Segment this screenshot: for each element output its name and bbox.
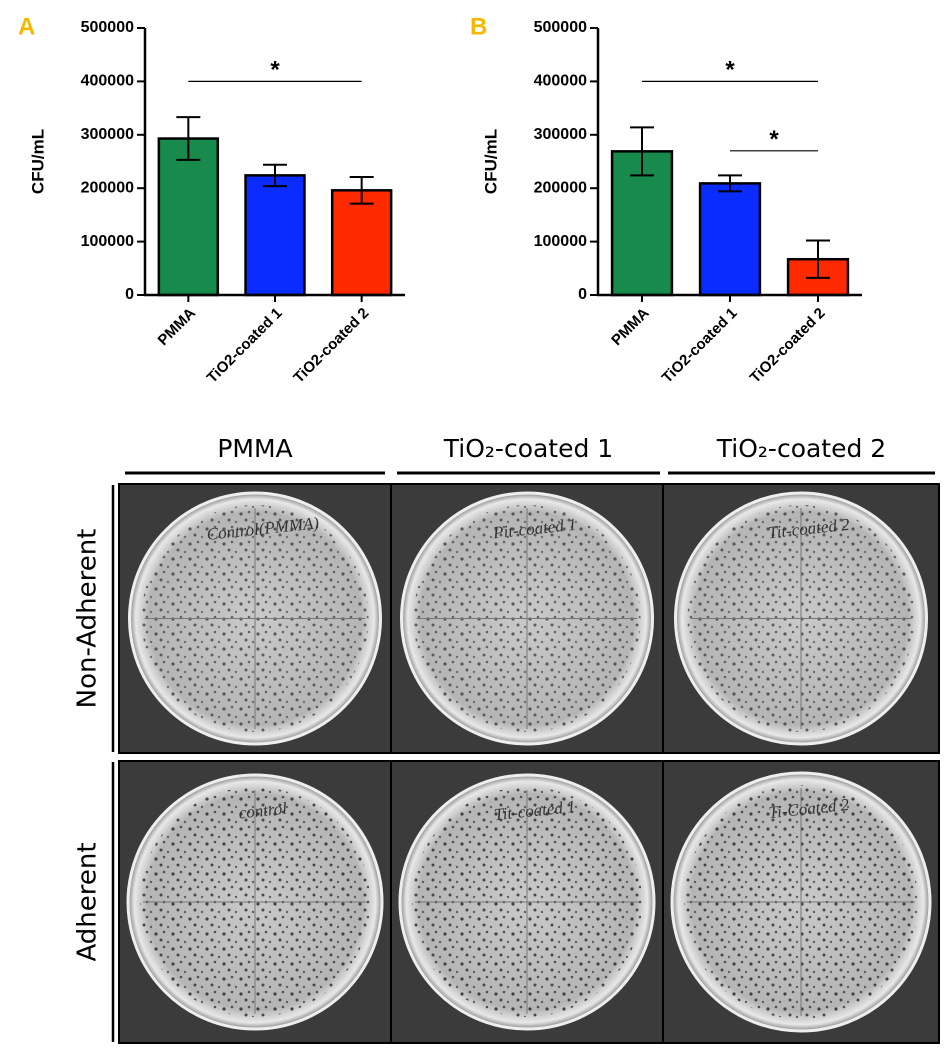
significance-star: *: [270, 57, 280, 84]
bar: [244, 174, 306, 297]
x-tick-label: TiO2-coated 2: [290, 305, 372, 387]
y-tick-label: 400000: [534, 73, 587, 90]
panel-label: B: [470, 13, 487, 40]
x-tick-label: PMMA: [155, 304, 200, 349]
row-header: Non-Adherent: [73, 529, 103, 709]
y-axis-label: CFU/mL: [481, 129, 500, 194]
column-header: TiO₂-coated 2: [716, 434, 886, 463]
x-tick-label: TiO2-coated 1: [204, 305, 286, 387]
y-tick-label: 0: [125, 286, 134, 303]
column-header: TiO₂-coated 1: [443, 434, 613, 463]
y-tick-label: 400000: [81, 73, 134, 90]
bar: [698, 182, 762, 297]
column-header: PMMA: [217, 434, 292, 463]
x-tick-label: PMMA: [608, 304, 653, 349]
y-tick-label: 100000: [81, 233, 134, 250]
significance-star: *: [769, 126, 779, 153]
y-tick-label: 500000: [534, 19, 587, 36]
y-tick-label: 300000: [81, 126, 134, 143]
bar: [330, 189, 393, 297]
plate-label: control: [238, 799, 288, 823]
y-tick-label: 300000: [534, 126, 587, 143]
y-tick-label: 500000: [81, 19, 134, 36]
y-axis-label: CFU/mL: [28, 129, 47, 194]
y-tick-label: 0: [578, 286, 587, 303]
x-tick-label: TiO2-coated 2: [747, 305, 829, 387]
y-tick-label: 200000: [534, 179, 587, 196]
y-tick-label: 100000: [534, 233, 587, 250]
x-tick-label: TiO2-coated 1: [659, 305, 741, 387]
significance-star: *: [725, 57, 735, 84]
bar: [157, 137, 220, 297]
row-header: Adherent: [73, 842, 103, 961]
y-tick-label: 200000: [81, 179, 134, 196]
panel-label: A: [18, 13, 35, 40]
